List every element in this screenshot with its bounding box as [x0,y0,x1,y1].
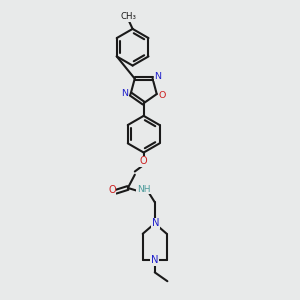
Text: N: N [122,88,128,98]
Text: N: N [151,255,158,266]
Text: O: O [159,91,166,100]
Text: NH: NH [137,185,150,194]
Text: CH₃: CH₃ [121,12,137,21]
Text: O: O [108,185,116,195]
Text: N: N [152,218,159,228]
Text: O: O [140,156,148,167]
Text: N: N [154,72,161,81]
